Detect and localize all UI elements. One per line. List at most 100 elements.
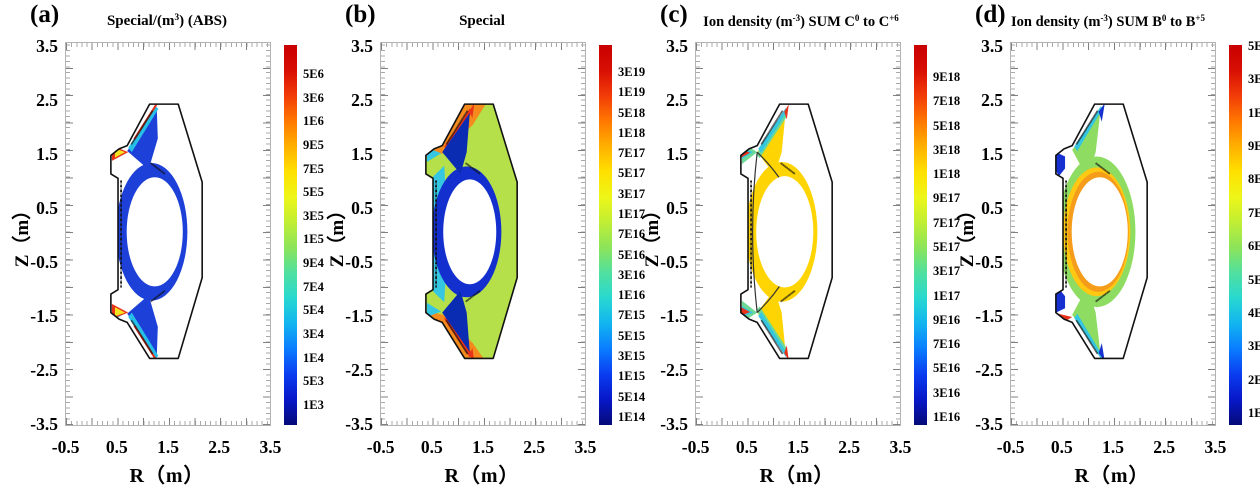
r-tick-label: 3.5 <box>889 437 912 457</box>
colorbar-tick-label: 5E17 <box>618 166 646 181</box>
colorbar <box>284 45 297 425</box>
vessel-outline <box>111 104 202 358</box>
first-wall-dash-line <box>446 111 467 145</box>
cross-section-plot-c <box>696 43 900 425</box>
colorbar-tick-label: 1E16 <box>933 409 961 424</box>
colorbar <box>1229 45 1242 425</box>
title-text: ) SUM C <box>800 14 855 30</box>
first-wall-dash-line <box>131 111 152 145</box>
colorbar-tick-label: 5E14 <box>618 389 646 404</box>
colorbar-tick-label: 3E16 <box>1248 339 1260 354</box>
z-tick-label: 2.5 <box>666 90 688 110</box>
r-tick-label: -0.5 <box>681 437 710 457</box>
r-axis-label: R（m） <box>1074 465 1150 487</box>
colorbar-tick-label: 7E17 <box>618 146 646 161</box>
colorbar-tick-label: 1E15 <box>618 369 646 384</box>
z-tick-label: 3.5 <box>666 36 688 56</box>
r-tick-label: 2.5 <box>208 437 231 457</box>
colorbar-tick-label: 3E4 <box>303 327 324 342</box>
z-tick-label: 3.5 <box>351 36 373 56</box>
plot-frame <box>380 42 586 426</box>
z-tick-label: -1.5 <box>660 306 688 326</box>
z-tick-label: 0.5 <box>666 198 688 218</box>
z-tick-label: 0.5 <box>981 198 1003 218</box>
colorbar-labels: 5E6 3E6 1E6 9E5 7E5 5E5 3E5 1E5 9E4 7E4 5E4 3E4 1E4 5… <box>303 68 345 412</box>
colorbar-tick-label: 3E6 <box>303 90 324 105</box>
colorbar-tick-label: 1E17 <box>1248 105 1260 120</box>
colorbar <box>914 45 927 425</box>
colorbar-tick-label: 1E19 <box>618 85 646 100</box>
z-tick-label: 3.5 <box>981 36 1003 56</box>
cross-section-plot-d <box>1011 43 1215 425</box>
colorbar-tick-label: 7E15 <box>618 308 646 323</box>
z-tick-label: -0.5 <box>660 252 688 272</box>
title-text: Ion density (m <box>703 14 793 30</box>
r-tick-label: 1.5 <box>472 437 494 457</box>
r-tick-label: 0.5 <box>1050 437 1073 457</box>
cross-section-plot-b <box>381 43 585 425</box>
first-wall-dash-line <box>761 320 782 354</box>
z-tick-label: 1.5 <box>351 144 373 164</box>
colorbar-tick-label: 3E19 <box>618 65 646 79</box>
plot-frame <box>1010 42 1216 426</box>
title-text: to C <box>859 14 890 30</box>
colorbar-tick-label: 5E6 <box>303 67 324 81</box>
colorbar-tick-label: 9E4 <box>303 256 324 271</box>
colorbar-tick-label: 9E17 <box>933 191 961 206</box>
colorbar-tick-label: 3E17 <box>618 186 646 201</box>
colorbar-tick-label: 7E16 <box>933 337 961 352</box>
colorbar-tick-label: 3E18 <box>933 142 961 157</box>
first-wall-dash-line <box>446 320 467 354</box>
z-tick-label: 1.5 <box>36 144 58 164</box>
colorbar-labels: 9E18 7E18 5E18 3E18 1E18 9E17 7E17 5E17 3E17 1E17… <box>933 71 975 424</box>
colorbar-tick-label: 1E17 <box>933 288 961 303</box>
r-axis-label: R（m） <box>444 465 520 487</box>
first-wall-dash-line <box>1076 320 1097 354</box>
colorbar-tick-label: 1E14 <box>618 409 646 424</box>
panel-d: (d) Ion density (m-3) SUM B0 to B+5 Z（m）… <box>945 0 1260 494</box>
colorbar-tick-label: 5E4 <box>303 303 324 318</box>
z-tick-label: 1.5 <box>981 144 1003 164</box>
title-text: ) SUM B <box>1107 14 1162 30</box>
r-tick-label: 1.5 <box>157 437 179 457</box>
z-axis-ticks: 3.5 2.5 1.5 0.5 -0.5 -1.5 -2.5 -3.5 <box>12 36 58 434</box>
colorbar-tick-label: 1E16 <box>618 288 646 303</box>
colorbar-tick-label: 5E15 <box>618 328 646 343</box>
vessel-outline <box>741 104 832 358</box>
first-wall-dash-line <box>1096 163 1110 174</box>
title-text: 0 <box>854 13 860 24</box>
panel-corner-label: (d) <box>975 1 1006 28</box>
vessel-outline <box>426 104 517 358</box>
colorbar-tick-label: 3E17 <box>1248 72 1260 87</box>
title-text: +6 <box>889 13 899 24</box>
panel-corner-label: (b) <box>345 1 376 28</box>
colorbar-tick-label: 3E5 <box>303 208 324 223</box>
z-tick-label: -3.5 <box>660 414 688 434</box>
first-wall-dash-line <box>151 163 165 174</box>
panel-title: Ion density (m-3) SUM C0 to C+6 <box>688 13 914 31</box>
r-tick-label: -0.5 <box>996 437 1025 457</box>
panel-title: Ion density (m-3) SUM B0 to B+5 <box>989 13 1227 31</box>
title-text: -3 <box>1100 13 1108 24</box>
r-tick-label: 2.5 <box>523 437 546 457</box>
r-tick-label: -0.5 <box>51 437 80 457</box>
cross-section-plot-a <box>66 43 270 425</box>
z-tick-label: -1.5 <box>345 306 373 326</box>
z-tick-label: -3.5 <box>975 414 1003 434</box>
z-tick-label: -2.5 <box>660 360 688 380</box>
r-tick-label: 3.5 <box>1204 437 1227 457</box>
z-axis-ticks: 3.5 2.5 1.5 0.5 -0.5 -1.5 -2.5 -3.5 <box>957 36 1003 434</box>
plot-frame <box>65 42 271 426</box>
plot-frame <box>695 42 901 426</box>
r-tick-label: -0.5 <box>366 437 395 457</box>
first-wall-dash-line <box>761 111 782 145</box>
title-text: +5 <box>1195 13 1206 24</box>
first-wall-dash-line <box>466 163 480 174</box>
panel-corner-label: (c) <box>660 1 688 28</box>
z-tick-label: -2.5 <box>345 360 373 380</box>
z-tick-label: 1.5 <box>666 144 688 164</box>
panel-corner-label: (a) <box>30 1 60 28</box>
colorbar-tick-label: 1E6 <box>303 114 324 129</box>
colorbar-tick-label: 1E3 <box>303 397 324 412</box>
